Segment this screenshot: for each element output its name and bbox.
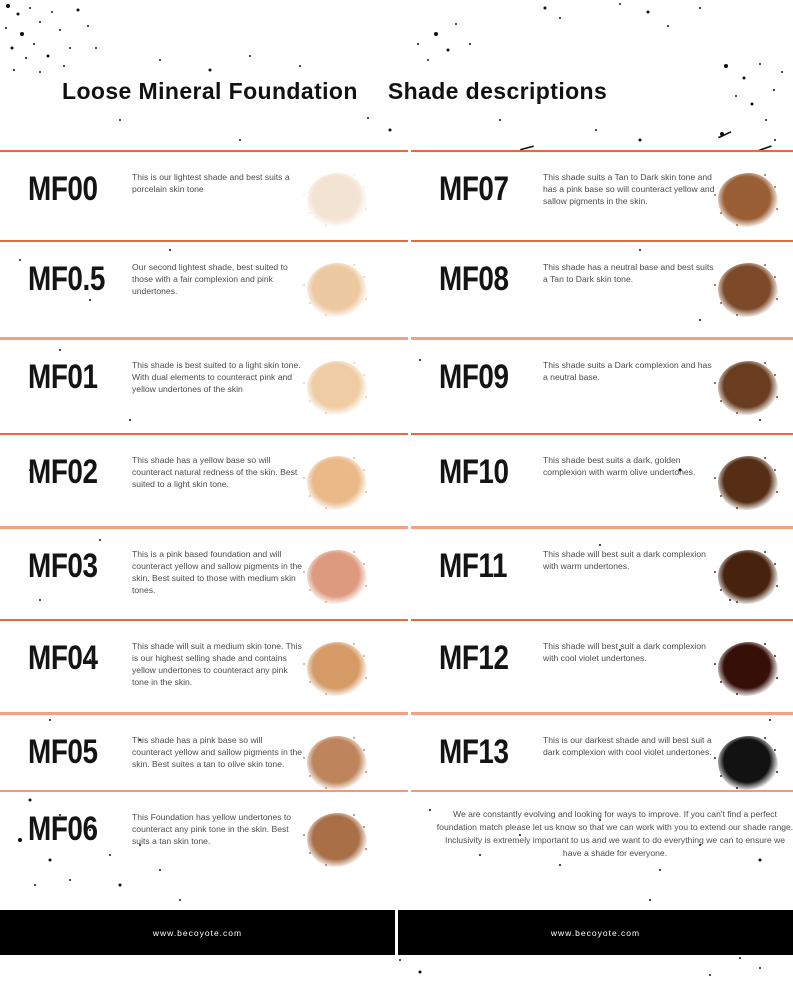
shade-row-mf09: MF09 This shade suits a Dark complexion …: [411, 337, 793, 433]
footer-bar-right: www.becoyote.com: [398, 910, 793, 955]
title-product: Loose Mineral Foundation: [62, 78, 358, 104]
shade-name: MF01: [28, 358, 98, 396]
powder-swatch: [715, 547, 781, 607]
shade-description: This shade suits a Dark complexion and h…: [543, 360, 712, 383]
powder-swatch: [304, 547, 370, 607]
title-subject: Shade descriptions: [387, 78, 608, 104]
shade-row-mf11: MF11 This shade will best suit a dark co…: [411, 526, 793, 619]
shade-description: This shade has a neutral base and best s…: [543, 262, 714, 285]
website-url: www.becoyote.com: [152, 927, 243, 938]
shade-name: MF10: [439, 453, 509, 491]
shade-name: MF06: [28, 810, 98, 848]
shade-name: MF00: [28, 170, 98, 208]
shade-description: This shade has a yellow base so will cou…: [132, 455, 298, 490]
shade-name: MF05: [28, 733, 98, 771]
shade-grid: MF00 This is our lightest shade and best…: [0, 150, 793, 906]
shade-description: This shade best suits a dark, golden com…: [543, 455, 696, 478]
powder-swatch: [304, 733, 370, 793]
shade-description: This is our darkest shade and will best …: [543, 735, 712, 758]
powder-swatch: [715, 358, 781, 418]
footer-bar-left: www.becoyote.com: [0, 910, 395, 955]
powder-swatch: [304, 170, 370, 230]
shade-name: MF03: [28, 547, 98, 585]
shade-row-mf05: MF05 This shade has a pink base so will …: [0, 712, 408, 790]
shade-row-mf00: MF00 This is our lightest shade and best…: [0, 150, 408, 240]
shade-name: MF08: [439, 260, 509, 298]
powder-swatch: [304, 453, 370, 513]
shade-description: This shade will suit a medium skin tone.…: [132, 641, 302, 688]
header: Loose Mineral Foundation Shade descriptio…: [0, 0, 793, 150]
powder-swatch: [715, 170, 781, 230]
shade-name: MF02: [28, 453, 98, 491]
shade-row-mf05dot: MF0.5 Our second lightest shade, best su…: [0, 240, 408, 337]
shade-row-mf06: MF06 This Foundation has yellow underton…: [0, 790, 408, 906]
shade-description: This Foundation has yellow undertones to…: [132, 812, 292, 847]
shade-description: Our second lightest shade, best suited t…: [132, 262, 288, 297]
shade-description: This shade has a pink base so will count…: [132, 735, 303, 770]
shade-row-mf03: MF03 This is a pink based foundation and…: [0, 526, 408, 619]
footer: www.becoyote.com www.becoyote.com: [0, 910, 793, 955]
shade-row-mf01: MF01 This shade is best suited to a ligh…: [0, 337, 408, 433]
shade-name: MF12: [439, 639, 509, 677]
shade-row-mf08: MF08 This shade has a neutral base and b…: [411, 240, 793, 337]
page-title: Loose Mineral Foundation Shade descriptio…: [62, 78, 607, 105]
shade-row-mf10: MF10 This shade best suits a dark, golde…: [411, 433, 793, 526]
shade-name: MF04: [28, 639, 98, 677]
powder-swatch: [304, 810, 370, 870]
inclusivity-note-text: We are constantly evolving and looking f…: [436, 809, 793, 858]
shade-name: MF07: [439, 170, 509, 208]
shade-row-mf07: MF07 This shade suits a Tan to Dark skin…: [411, 150, 793, 240]
powder-swatch: [304, 260, 370, 320]
shade-row-mf13: MF13 This is our darkest shade and will …: [411, 712, 793, 790]
shade-name: MF11: [439, 547, 508, 585]
shade-row-mf02: MF02 This shade has a yellow base so wil…: [0, 433, 408, 526]
powder-swatch: [304, 639, 370, 699]
shade-description: This shade will best suit a dark complex…: [543, 641, 706, 664]
shade-description: This shade suits a Tan to Dark skin tone…: [543, 172, 715, 207]
powder-swatch: [715, 260, 781, 320]
shade-name: MF09: [439, 358, 509, 396]
powder-swatch: [715, 733, 781, 793]
website-url: www.becoyote.com: [550, 927, 641, 938]
shade-row-mf12: MF12 This shade will best suit a dark co…: [411, 619, 793, 712]
shade-description: This is a pink based foundation and will…: [132, 549, 303, 596]
shade-description: This shade will best suit a dark complex…: [543, 549, 706, 572]
powder-swatch: [715, 453, 781, 513]
powder-swatch: [715, 639, 781, 699]
powder-swatch: [304, 358, 370, 418]
shade-name: MF0.5: [28, 260, 105, 298]
shade-description: This is our lightest shade and best suit…: [132, 172, 290, 195]
inclusivity-note: We are constantly evolving and looking f…: [411, 790, 793, 906]
shade-description: This shade is best suited to a light ski…: [132, 360, 301, 395]
shade-row-mf04: MF04 This shade will suit a medium skin …: [0, 619, 408, 712]
shade-name: MF13: [439, 733, 509, 771]
